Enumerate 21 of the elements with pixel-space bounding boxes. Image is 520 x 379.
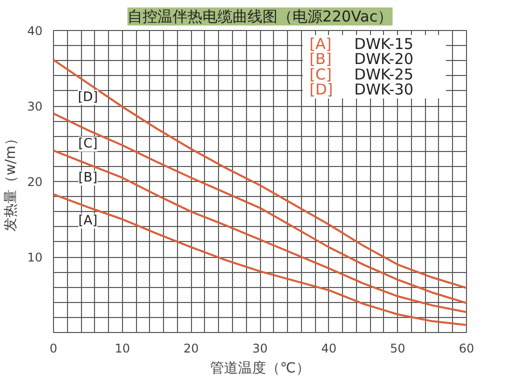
x-tick-label: 60	[458, 342, 474, 356]
chart-title: 自控温伴热电缆曲线图（电源220Vac）	[127, 8, 393, 26]
y-tick-label: 40	[27, 24, 43, 38]
x-tick-label: 50	[390, 342, 406, 356]
x-tick-label: 20	[184, 342, 199, 356]
annotation: [A]	[78, 214, 98, 229]
annotation: [C]	[78, 136, 98, 152]
y-tick-label: 20	[27, 175, 43, 189]
x-tick-label: 30	[252, 342, 268, 356]
line-series	[54, 150, 466, 314]
annotation: [B]	[78, 170, 98, 186]
annotation: [D]	[78, 90, 98, 105]
x-axis-title: 管道温度（℃）	[210, 360, 310, 376]
x-tick-label: 40	[321, 342, 336, 356]
x-tick-label: 10	[114, 342, 130, 356]
y-axis-title: 发热量（w/m）	[3, 132, 20, 232]
x-tick-label: 0	[50, 342, 58, 356]
y-tick-label: 10	[27, 250, 43, 264]
line-series	[54, 193, 466, 326]
line-series	[54, 112, 466, 304]
y-tick-label: 30	[27, 100, 43, 114]
